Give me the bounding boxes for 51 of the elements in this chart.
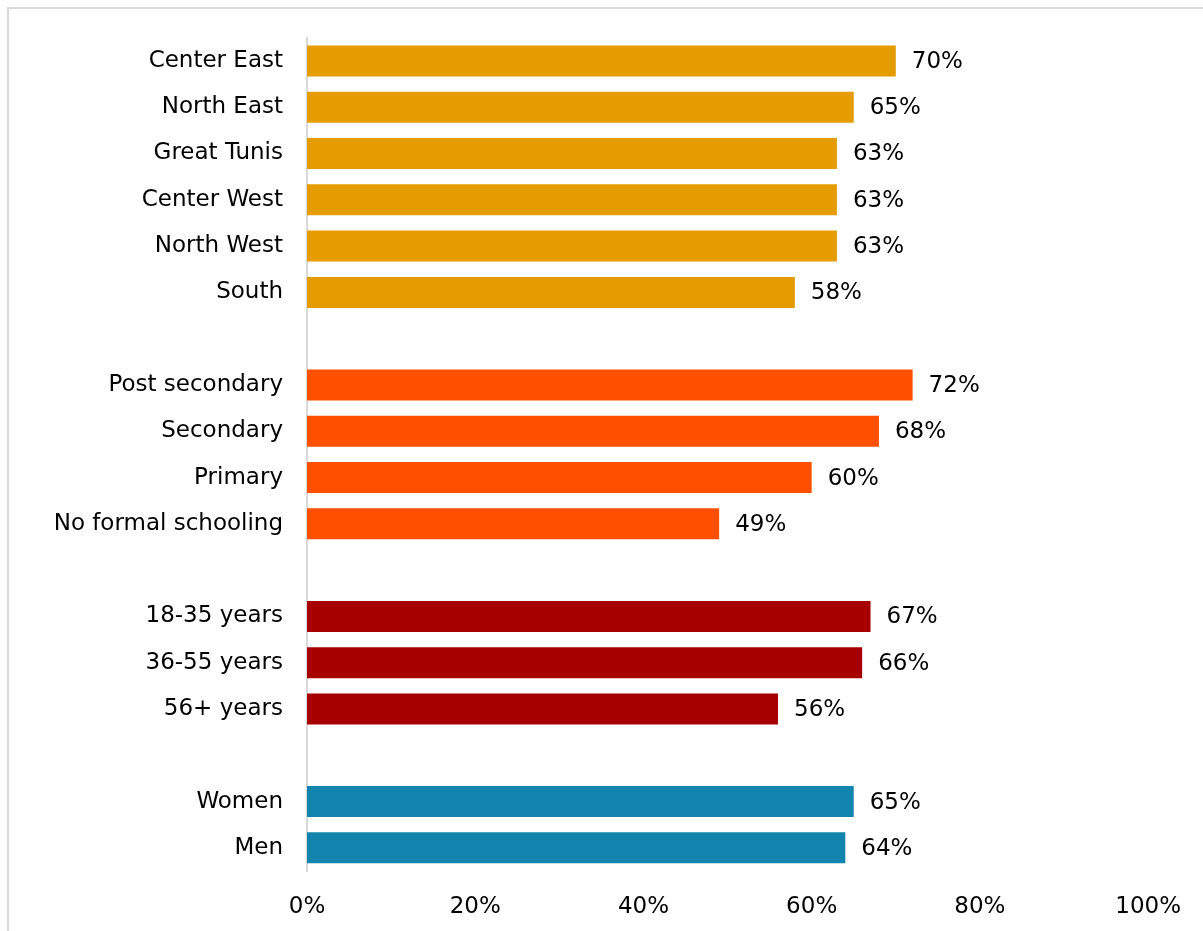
bar	[307, 508, 720, 540]
data-label: 65%	[869, 93, 921, 120]
y-tick-label: Great Tunis	[153, 138, 283, 165]
bar	[307, 462, 812, 494]
y-tick-label: 56+ years	[163, 693, 283, 720]
y-tick-label: South	[216, 277, 283, 304]
data-label: 70%	[911, 46, 963, 73]
y-tick-label: Center East	[148, 45, 283, 72]
bar	[307, 276, 795, 308]
y-tick-label: Secondary	[161, 416, 283, 443]
y-tick-label: Men	[234, 832, 283, 859]
bar	[307, 832, 846, 864]
bar	[307, 230, 837, 262]
data-label: 65%	[869, 787, 921, 814]
bar	[307, 415, 879, 447]
data-label: 72%	[928, 370, 980, 397]
y-tick-label: Primary	[194, 462, 283, 489]
data-label: 63%	[852, 139, 905, 166]
bar	[307, 647, 863, 679]
y-tick-label: North East	[161, 92, 283, 119]
data-label: 60%	[827, 463, 879, 490]
bar	[307, 693, 779, 725]
bar	[307, 91, 854, 123]
y-tick-label: No formal schooling	[53, 508, 283, 535]
bar	[307, 45, 896, 77]
data-label: 64%	[861, 833, 913, 860]
bar	[307, 138, 837, 170]
x-tick-label: 20%	[449, 891, 501, 918]
data-label: 67%	[886, 602, 938, 629]
data-label: 63%	[852, 232, 905, 259]
data-label: 66%	[878, 648, 930, 675]
x-tick-label: 80%	[954, 891, 1006, 918]
y-tick-label: North West	[154, 231, 283, 258]
data-label: 49%	[735, 509, 787, 536]
y-tick-label: 18-35 years	[145, 601, 283, 628]
y-tick-label: 36-55 years	[145, 647, 283, 674]
data-label: 63%	[852, 185, 905, 212]
x-tick-label: 100%	[1115, 891, 1182, 918]
bar	[307, 184, 837, 216]
bar	[307, 786, 854, 818]
y-tick-label: Center West	[141, 184, 283, 211]
data-label: 58%	[810, 278, 862, 305]
x-tick-label: 60%	[786, 891, 838, 918]
y-tick-label: Women	[196, 786, 283, 813]
data-label: 56%	[794, 694, 846, 721]
bar	[307, 369, 913, 401]
y-tick-label: Post secondary	[108, 369, 283, 396]
x-tick-label: 40%	[617, 891, 670, 918]
x-tick-label: 0%	[288, 891, 326, 918]
bar	[307, 600, 871, 632]
data-label: 68%	[894, 417, 947, 444]
